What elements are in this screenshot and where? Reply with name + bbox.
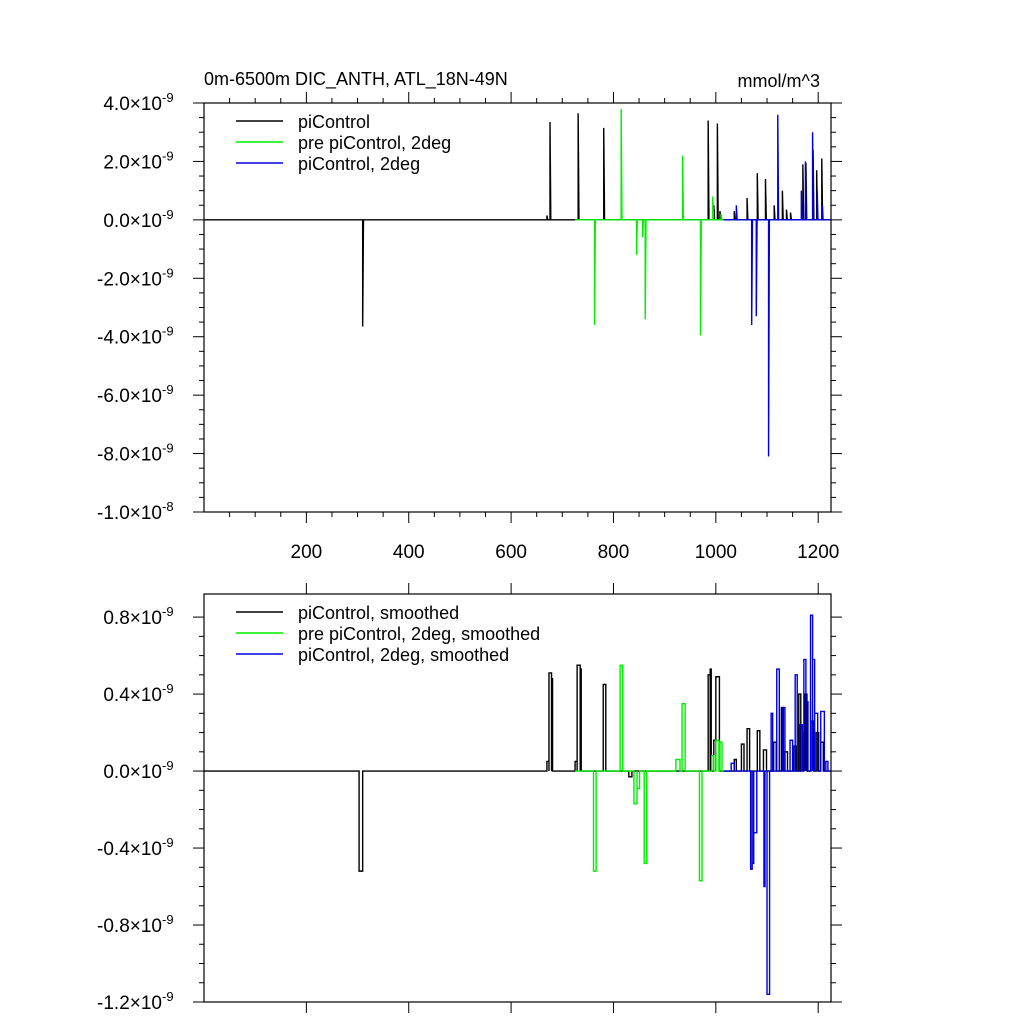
bottom-y-tick-label: 0.8×10 [103,608,162,629]
top-series-line-2 [575,108,727,336]
bottom-plot-area [204,614,831,995]
bottom-series-line-1 [204,664,831,872]
top-legend-label-2: pre piControl, 2deg [298,133,451,153]
bottom-y-tick-exponent: -9 [162,835,174,850]
top-y-tick-label: -1.0×10 [97,503,162,524]
top-x-tick-label: 1000 [695,542,737,563]
bottom-y-tick-exponent: -9 [162,989,174,1004]
bottom-series-line-3 [723,614,831,995]
top-y-tick-exponent: -9 [162,90,174,105]
top-y-tick-label: -2.0×10 [97,269,162,290]
bottom-legend-label-2: pre piControl, 2deg, smoothed [298,624,540,644]
top-y-tick-label: -6.0×10 [97,386,162,407]
top-y-tick-exponent: -9 [162,382,174,397]
bottom-legend-label-1: piControl, smoothed [298,603,459,623]
top-y-tick-label: 2.0×10 [103,152,162,173]
top-chart-units: mmol/m^3 [738,71,820,91]
bottom-axes: 0.8×10 -90.4×10 -90.0×10 -9-0.4×10 -9-0.8×10… [97,583,842,1014]
top-y-tick-exponent: -9 [162,207,174,222]
top-panel: 0m-6500m DIC_ANTH, ATL_18N-49N mmol/m^3 … [97,69,842,563]
top-y-tick-exponent: -9 [162,441,174,456]
bottom-y-tick-label: -0.4×10 [97,839,162,860]
top-series-line-3 [723,114,831,457]
bottom-y-tick-label: -0.8×10 [97,916,162,937]
top-y-tick-exponent: -9 [162,265,174,280]
top-y-tick-label: 4.0×10 [103,94,162,115]
top-y-tick-exponent: -8 [162,499,174,514]
top-x-tick-label: 600 [495,542,527,563]
bottom-y-tick-exponent: -9 [162,912,174,927]
top-y-tick-label: -4.0×10 [97,328,162,349]
bottom-y-tick-label: 0.4×10 [103,685,162,706]
bottom-y-tick-exponent: -9 [162,758,174,773]
top-legend-label-3: piControl, 2deg [298,154,420,174]
bottom-series-line-2 [575,664,727,882]
bottom-y-tick-label: 0.0×10 [103,762,162,783]
bottom-y-tick-exponent: -9 [162,681,174,696]
top-x-tick-label: 800 [598,542,630,563]
bottom-y-tick-exponent: -9 [162,604,174,619]
top-y-tick-exponent: -9 [162,324,174,339]
top-y-tick-label: 0.0×10 [103,211,162,232]
bottom-panel: 0.8×10 -90.4×10 -90.0×10 -9-0.4×10 -9-0.8×10… [97,583,842,1014]
top-x-tick-label: 400 [393,542,425,563]
top-x-tick-label: 200 [291,542,323,563]
bottom-legend-label-3: piControl, 2deg, smoothed [298,645,509,665]
top-y-tick-exponent: -9 [162,148,174,163]
top-x-tick-label: 1200 [797,542,839,563]
bottom-y-tick-label: -1.2×10 [97,993,162,1014]
top-plot-area [204,108,831,457]
bottom-plot-frame [203,593,832,1003]
top-legend-label-1: piControl [298,112,370,132]
top-y-tick-label: -8.0×10 [97,445,162,466]
top-chart-title: 0m-6500m DIC_ANTH, ATL_18N-49N [204,69,508,90]
